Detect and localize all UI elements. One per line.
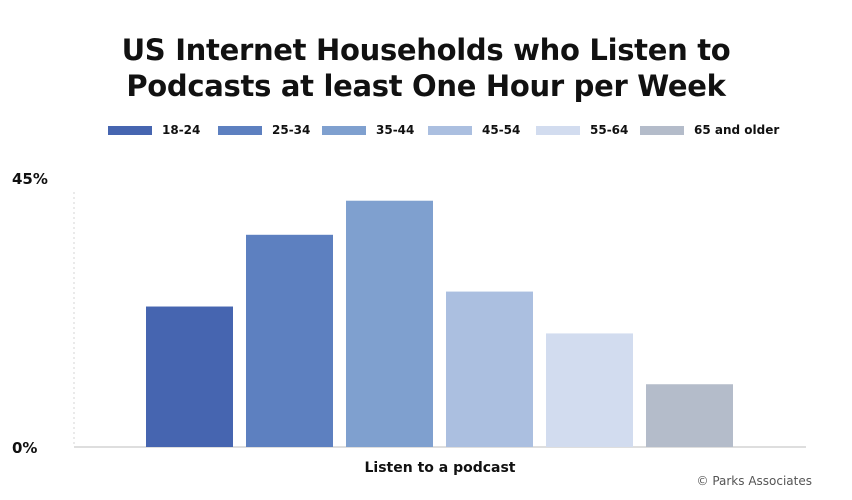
- chart-title-line-1: US Internet Households who Listen to: [121, 33, 731, 67]
- bar-18-24: [146, 306, 233, 447]
- legend-label-25-34: 25-34: [272, 123, 311, 137]
- x-category-label: Listen to a podcast: [364, 460, 515, 476]
- legend-item-18-24: 18-24: [108, 123, 200, 137]
- chart-title-line-2: Podcasts at least One Hour per Week: [126, 69, 726, 103]
- legend-item-45-54: 45-54: [428, 123, 520, 137]
- chart-legend: 18-24 25-34 35-44 45-54 55-64 65 and old…: [108, 123, 828, 139]
- legend-swatch-18-24: [108, 125, 152, 135]
- legend-swatch-35-44: [322, 125, 366, 135]
- bar-35-44: [346, 200, 433, 447]
- legend-label-65-and-older: 65 and older: [694, 123, 780, 137]
- y-tick-label-0: 0%: [12, 439, 37, 457]
- legend-label-35-44: 35-44: [376, 123, 415, 137]
- bar-25-34: [246, 234, 333, 447]
- legend-swatch-65-and-older: [640, 125, 684, 135]
- legend-item-55-64: 55-64: [536, 123, 628, 137]
- legend-swatch-55-64: [536, 125, 580, 135]
- legend-label-45-54: 45-54: [482, 123, 521, 137]
- y-tick-label-1: 45%: [12, 170, 48, 188]
- legend-item-25-34: 25-34: [218, 123, 310, 137]
- legend-label-55-64: 55-64: [590, 123, 629, 137]
- legend-item-65-and-older: 65 and older: [640, 123, 779, 137]
- legend-label-18-24: 18-24: [162, 123, 201, 137]
- chart-title: US Internet Households who Listen to Pod…: [0, 32, 852, 104]
- source-credit: © Parks Associates: [696, 474, 813, 488]
- legend-swatch-25-34: [218, 125, 262, 135]
- bar-65-and-older: [646, 384, 733, 447]
- legend-item-35-44: 35-44: [322, 123, 414, 137]
- bar-55-64: [546, 333, 633, 447]
- bar-45-54: [446, 291, 533, 447]
- legend-swatch-45-54: [428, 125, 472, 135]
